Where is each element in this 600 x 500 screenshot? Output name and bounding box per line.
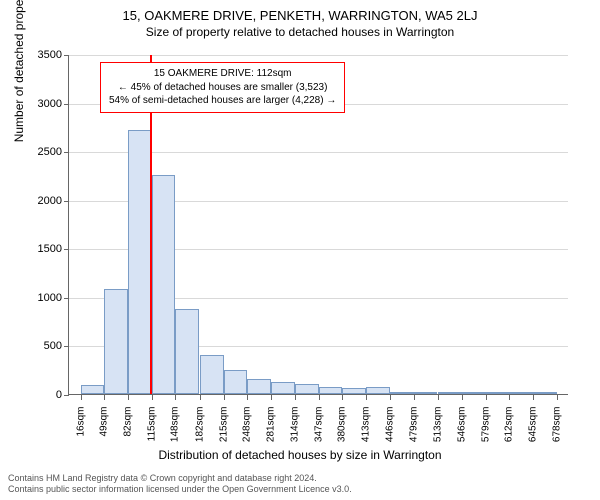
histogram-bar: [390, 392, 414, 394]
x-tick-mark: [557, 395, 558, 400]
annotation-line-2: ← 45% of detached houses are smaller (3,…: [109, 81, 336, 95]
y-tick-mark: [64, 249, 69, 250]
x-tick-mark: [200, 395, 201, 400]
y-tick-mark: [64, 104, 69, 105]
y-tick-mark: [64, 152, 69, 153]
x-tick-mark: [247, 395, 248, 400]
x-tick-mark: [533, 395, 534, 400]
y-tick-mark: [64, 298, 69, 299]
histogram-bar: [509, 392, 533, 394]
chart-title-block: 15, OAKMERE DRIVE, PENKETH, WARRINGTON, …: [0, 0, 600, 39]
x-tick-mark: [486, 395, 487, 400]
x-tick-mark: [104, 395, 105, 400]
histogram-bar: [175, 309, 199, 394]
histogram-bar: [295, 384, 319, 394]
footer-line-2: Contains public sector information licen…: [8, 484, 352, 496]
histogram-bar: [224, 370, 248, 394]
y-tick-label: 3000: [12, 98, 62, 110]
y-tick-label: 2000: [12, 195, 62, 207]
y-tick-mark: [64, 201, 69, 202]
histogram-bar: [128, 130, 152, 394]
x-tick-mark: [295, 395, 296, 400]
annotation-line-1: 15 OAKMERE DRIVE: 112sqm: [109, 67, 336, 81]
footer-line-1: Contains HM Land Registry data © Crown c…: [8, 473, 352, 485]
property-annotation-box: 15 OAKMERE DRIVE: 112sqm ← 45% of detach…: [100, 62, 345, 113]
annotation-line-3: 54% of semi-detached houses are larger (…: [109, 94, 336, 108]
y-tick-label: 500: [12, 340, 62, 352]
histogram-bar: [486, 392, 510, 394]
y-tick-label: 0: [12, 389, 62, 401]
histogram-bar: [247, 379, 271, 394]
x-tick-mark: [319, 395, 320, 400]
histogram-bar: [533, 392, 557, 394]
x-tick-mark: [271, 395, 272, 400]
x-tick-mark: [414, 395, 415, 400]
y-tick-label: 2500: [12, 146, 62, 158]
histogram-bar: [200, 355, 224, 394]
grid-line: [69, 55, 568, 56]
histogram-bar: [366, 387, 390, 394]
histogram-bar: [81, 385, 105, 394]
y-tick-mark: [64, 395, 69, 396]
chart-title-sub: Size of property relative to detached ho…: [0, 25, 600, 39]
x-tick-mark: [175, 395, 176, 400]
y-axis-label: Number of detached properties: [12, 0, 26, 142]
chart-title-main: 15, OAKMERE DRIVE, PENKETH, WARRINGTON, …: [0, 8, 600, 23]
y-tick-mark: [64, 55, 69, 56]
histogram-bar: [438, 392, 462, 394]
x-tick-mark: [81, 395, 82, 400]
x-tick-mark: [390, 395, 391, 400]
x-tick-mark: [366, 395, 367, 400]
x-tick-mark: [462, 395, 463, 400]
x-tick-mark: [224, 395, 225, 400]
x-tick-mark: [342, 395, 343, 400]
histogram-bar: [414, 392, 438, 394]
y-tick-label: 1500: [12, 243, 62, 255]
x-tick-mark: [509, 395, 510, 400]
x-tick-mark: [152, 395, 153, 400]
x-tick-mark: [438, 395, 439, 400]
y-tick-mark: [64, 346, 69, 347]
footer-attribution: Contains HM Land Registry data © Crown c…: [8, 473, 352, 496]
histogram-bar: [271, 382, 295, 394]
histogram-bar: [104, 289, 128, 394]
histogram-bar: [319, 387, 343, 394]
x-axis-label: Distribution of detached houses by size …: [0, 448, 600, 462]
y-tick-label: 3500: [12, 49, 62, 61]
histogram-bar: [152, 175, 176, 394]
histogram-bar: [342, 388, 366, 394]
histogram-bar: [462, 392, 486, 394]
x-tick-mark: [128, 395, 129, 400]
y-tick-label: 1000: [12, 292, 62, 304]
